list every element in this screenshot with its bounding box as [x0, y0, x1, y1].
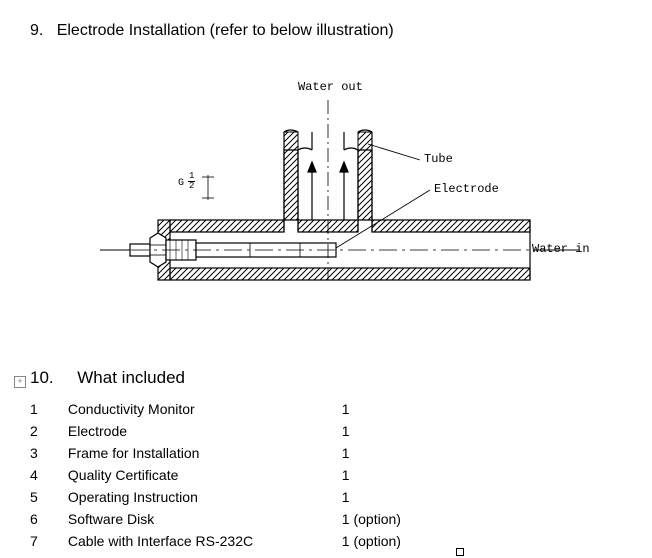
- item-qty: 1: [342, 486, 462, 508]
- included-table: 1 Conductivity Monitor 1 2 Electrode 1 3…: [30, 398, 462, 552]
- item-num: 2: [30, 420, 64, 442]
- section-10-number: 10.: [30, 368, 54, 387]
- item-qty: 1 (option): [342, 530, 462, 552]
- item-name: Operating Instruction: [68, 486, 338, 508]
- table-anchor-icon: +: [14, 376, 26, 388]
- label-water-out: Water out: [298, 80, 363, 94]
- label-g: G: [178, 178, 184, 189]
- section-10-heading: 10. What included: [30, 368, 185, 388]
- table-row: 6 Software Disk 1 (option): [30, 508, 462, 530]
- item-num: 6: [30, 508, 64, 530]
- diagram-svg: [100, 80, 600, 330]
- item-name: Quality Certificate: [68, 464, 338, 486]
- item-qty: 1 (option): [342, 508, 462, 530]
- item-qty: 1: [342, 398, 462, 420]
- item-qty: 1: [342, 420, 462, 442]
- table-row: 3 Frame for Installation 1: [30, 442, 462, 464]
- table-row: 7 Cable with Interface RS-232C 1 (option…: [30, 530, 462, 552]
- item-num: 7: [30, 530, 64, 552]
- section-9-number: 9.: [30, 22, 43, 39]
- item-name: Frame for Installation: [68, 442, 338, 464]
- label-water-in: Water in: [532, 242, 590, 256]
- label-tube: Tube: [424, 152, 453, 166]
- table-row: 4 Quality Certificate 1: [30, 464, 462, 486]
- item-name: Cable with Interface RS-232C: [68, 530, 338, 552]
- table-row: 2 Electrode 1: [30, 420, 462, 442]
- label-g-frac: 1 2: [188, 172, 195, 191]
- section-9-title: Electrode Installation (refer to below i…: [57, 22, 394, 39]
- section-9-heading: 9. Electrode Installation (refer to belo…: [30, 22, 394, 40]
- table-row: 5 Operating Instruction 1: [30, 486, 462, 508]
- electrode-diagram: Water out Tube Electrode Water in G 1 2: [100, 80, 600, 330]
- frac-bot: 2: [188, 182, 195, 191]
- item-qty: 1: [342, 464, 462, 486]
- item-num: 4: [30, 464, 64, 486]
- item-name: Electrode: [68, 420, 338, 442]
- section-10-title: What included: [77, 368, 185, 387]
- item-num: 3: [30, 442, 64, 464]
- page-marker-icon: [456, 548, 464, 556]
- item-name: Conductivity Monitor: [68, 398, 338, 420]
- item-num: 5: [30, 486, 64, 508]
- label-electrode: Electrode: [434, 182, 499, 196]
- item-num: 1: [30, 398, 64, 420]
- item-name: Software Disk: [68, 508, 338, 530]
- item-qty: 1: [342, 442, 462, 464]
- table-row: 1 Conductivity Monitor 1: [30, 398, 462, 420]
